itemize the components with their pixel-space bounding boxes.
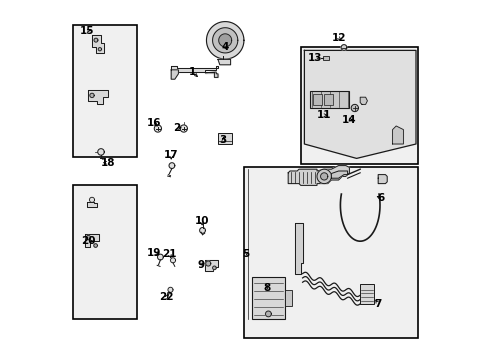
Polygon shape — [88, 90, 108, 104]
Text: 10: 10 — [195, 216, 209, 226]
Bar — [245, 167, 418, 338]
Polygon shape — [154, 125, 162, 132]
Polygon shape — [360, 97, 368, 104]
Polygon shape — [94, 38, 98, 42]
Polygon shape — [171, 258, 175, 263]
Polygon shape — [392, 126, 403, 144]
Polygon shape — [98, 149, 104, 155]
Polygon shape — [157, 254, 163, 260]
Polygon shape — [87, 202, 98, 207]
Polygon shape — [98, 48, 101, 51]
Polygon shape — [304, 50, 416, 158]
Polygon shape — [331, 171, 347, 178]
Polygon shape — [206, 22, 244, 59]
Text: 19: 19 — [147, 248, 162, 258]
Text: 22: 22 — [159, 292, 174, 302]
Polygon shape — [171, 70, 178, 79]
Text: 12: 12 — [331, 33, 346, 43]
Text: 21: 21 — [162, 249, 177, 259]
Bar — [314, 94, 322, 105]
Polygon shape — [288, 166, 349, 185]
Polygon shape — [218, 59, 231, 65]
Polygon shape — [213, 266, 216, 270]
Polygon shape — [378, 175, 387, 184]
Polygon shape — [320, 173, 328, 180]
Text: 14: 14 — [342, 114, 357, 125]
Polygon shape — [94, 244, 98, 247]
Text: 20: 20 — [81, 236, 96, 246]
Bar — [218, 133, 232, 144]
Text: 7: 7 — [374, 299, 382, 309]
Polygon shape — [86, 235, 91, 240]
Polygon shape — [219, 34, 232, 47]
Polygon shape — [169, 163, 175, 168]
Text: 6: 6 — [377, 193, 385, 203]
Bar — [73, 185, 137, 319]
Polygon shape — [295, 223, 303, 274]
Text: 2: 2 — [173, 123, 180, 133]
Polygon shape — [168, 287, 173, 292]
Polygon shape — [199, 228, 205, 233]
Text: 17: 17 — [164, 150, 178, 160]
Polygon shape — [317, 169, 331, 184]
Text: 8: 8 — [263, 283, 270, 293]
Polygon shape — [351, 104, 358, 112]
Polygon shape — [341, 45, 347, 50]
Text: 9: 9 — [197, 260, 205, 270]
Polygon shape — [171, 66, 218, 72]
Polygon shape — [266, 311, 271, 317]
Bar — [310, 91, 349, 108]
Polygon shape — [206, 261, 211, 266]
Polygon shape — [205, 72, 218, 77]
Text: 3: 3 — [220, 135, 227, 145]
Text: 15: 15 — [79, 26, 94, 36]
Polygon shape — [90, 197, 95, 202]
Polygon shape — [90, 93, 94, 98]
Polygon shape — [180, 125, 187, 132]
Bar — [360, 284, 374, 304]
Polygon shape — [92, 35, 104, 53]
Bar — [73, 25, 137, 157]
Polygon shape — [85, 234, 99, 247]
Bar — [323, 56, 328, 60]
Bar — [252, 277, 285, 319]
Polygon shape — [205, 260, 218, 271]
Text: 1: 1 — [189, 67, 196, 77]
Bar — [301, 47, 418, 164]
Bar — [324, 94, 333, 105]
Text: 18: 18 — [101, 158, 116, 168]
Text: 16: 16 — [147, 118, 162, 128]
Text: 13: 13 — [308, 53, 322, 63]
Bar — [285, 290, 292, 306]
Text: 5: 5 — [242, 249, 249, 259]
Text: 11: 11 — [317, 110, 331, 120]
Text: 4: 4 — [221, 42, 229, 52]
Polygon shape — [213, 28, 238, 53]
